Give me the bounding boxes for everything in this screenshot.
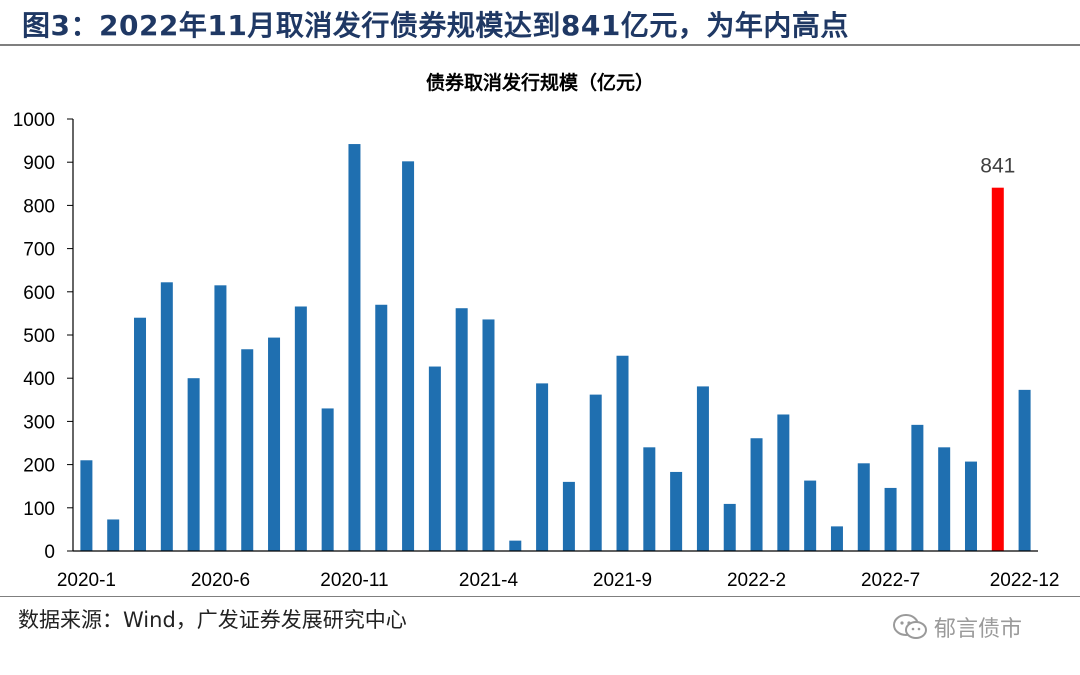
y-tick-label: 300 bbox=[23, 412, 55, 433]
bar bbox=[696, 386, 709, 551]
bar bbox=[911, 424, 924, 551]
data-label: 841 bbox=[980, 155, 1015, 178]
bar bbox=[321, 408, 334, 551]
bar bbox=[750, 438, 763, 551]
y-tick-label: 400 bbox=[23, 369, 55, 390]
watermark-label: 郁言债市 bbox=[934, 617, 1023, 642]
bar bbox=[134, 317, 147, 551]
highlight-bar bbox=[991, 187, 1004, 552]
bar-series bbox=[80, 144, 1031, 552]
bar bbox=[214, 285, 227, 551]
bar bbox=[723, 503, 736, 551]
bar bbox=[348, 144, 361, 551]
source-note: 数据来源：Wind，广发证券发展研究中心 bbox=[18, 608, 407, 632]
y-tick-label: 600 bbox=[23, 283, 55, 304]
bar bbox=[482, 319, 495, 551]
y-tick-label: 200 bbox=[23, 456, 55, 477]
bar bbox=[160, 282, 173, 551]
chart-title: 债券取消发行规模（亿元） bbox=[425, 72, 654, 94]
bar bbox=[562, 481, 575, 551]
bar bbox=[670, 471, 683, 551]
bar bbox=[777, 414, 790, 551]
bar bbox=[375, 304, 388, 551]
bar bbox=[294, 306, 307, 551]
annotation-group: 841 bbox=[980, 155, 1015, 178]
bar bbox=[536, 383, 549, 551]
figure-title: 图3：2022年11月取消发行债券规模达到841亿元，为年内高点 bbox=[22, 9, 849, 42]
x-tick-label: 2021-9 bbox=[593, 570, 652, 591]
title-divider bbox=[0, 44, 1080, 46]
bar bbox=[402, 161, 415, 551]
bar bbox=[509, 540, 522, 551]
bar bbox=[107, 519, 120, 551]
bar bbox=[428, 366, 441, 551]
bar bbox=[830, 526, 843, 551]
source-divider bbox=[0, 596, 1080, 597]
y-tick-label: 0 bbox=[44, 542, 55, 563]
y-tick-label: 100 bbox=[23, 499, 55, 520]
bar bbox=[241, 349, 254, 551]
bar bbox=[884, 487, 897, 551]
bar bbox=[938, 447, 951, 551]
x-tick-label: 2022-7 bbox=[861, 570, 920, 591]
bar bbox=[964, 461, 977, 551]
x-axis: 2020-1 2020-6 2020-11 2021-4 2021-9 2022-2 202… bbox=[57, 550, 1060, 591]
y-axis: 0 100 200 300 400 500 600 700 800 900 1000 bbox=[13, 110, 74, 563]
bar bbox=[804, 480, 817, 551]
bar bbox=[643, 447, 656, 551]
y-tick-label: 900 bbox=[23, 153, 55, 174]
x-tick-label: 2022-2 bbox=[727, 570, 786, 591]
bar bbox=[80, 460, 93, 551]
bar bbox=[616, 355, 629, 551]
x-tick-label: 2021-4 bbox=[459, 570, 519, 591]
bar bbox=[187, 378, 200, 551]
bar bbox=[589, 394, 602, 551]
x-tick-label: 2020-11 bbox=[320, 570, 388, 591]
watermark: 郁言债市 bbox=[892, 611, 1022, 643]
wechat-icon bbox=[893, 614, 927, 639]
bar bbox=[455, 308, 468, 551]
y-tick-label: 800 bbox=[23, 196, 55, 217]
bar bbox=[1018, 389, 1031, 551]
y-tick-label: 700 bbox=[23, 240, 55, 261]
y-tick-label: 1000 bbox=[13, 110, 55, 131]
x-tick-label: 2020-6 bbox=[191, 570, 250, 591]
x-tick-label: 2020-1 bbox=[57, 570, 116, 591]
y-tick-label: 500 bbox=[23, 326, 55, 347]
x-tick-label: 2022-12 bbox=[990, 570, 1060, 591]
bar bbox=[268, 337, 281, 551]
bar bbox=[857, 463, 870, 551]
